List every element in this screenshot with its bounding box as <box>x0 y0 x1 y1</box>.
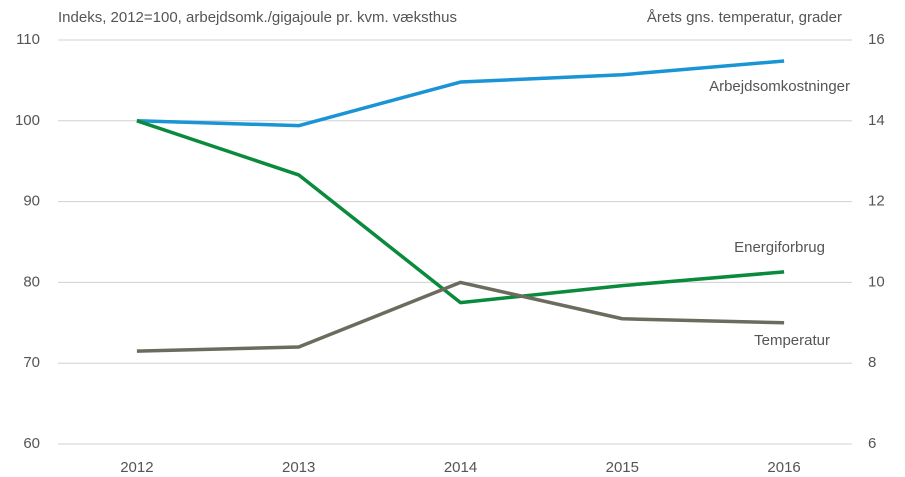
y-tick-label: 110 <box>16 31 40 48</box>
series-line <box>136 59 785 128</box>
y-tick-label: 60 <box>23 435 40 452</box>
x-tick-label: 2014 <box>444 459 477 476</box>
series-label: Temperatur <box>754 332 830 349</box>
x-tick-label: 2016 <box>767 459 800 476</box>
y2-tick-label: 10 <box>868 273 885 290</box>
y2-tick-label: 6 <box>868 435 876 452</box>
y-tick-label: 80 <box>23 273 40 290</box>
x-tick-label: 2013 <box>282 459 315 476</box>
y2-tick-label: 14 <box>868 112 885 129</box>
x-tick-label: 2015 <box>606 459 639 476</box>
y2-axis-title: Årets gns. temperatur, grader <box>647 9 842 26</box>
y2-tick-label: 16 <box>868 31 885 48</box>
series-line <box>136 119 785 305</box>
series-label: Arbejdsomkostninger <box>709 78 850 95</box>
y2-tick-label: 8 <box>868 354 876 371</box>
series-label: Energiforbrug <box>734 239 825 256</box>
y-tick-label: 70 <box>23 354 40 371</box>
y-tick-label: 90 <box>23 193 40 210</box>
y-tick-label: 100 <box>15 112 40 129</box>
y-axis-title: Indeks, 2012=100, arbejdsomk./gigajoule … <box>58 9 457 26</box>
series-line <box>136 280 785 353</box>
x-tick-label: 2012 <box>120 459 153 476</box>
y2-tick-label: 12 <box>868 193 885 210</box>
